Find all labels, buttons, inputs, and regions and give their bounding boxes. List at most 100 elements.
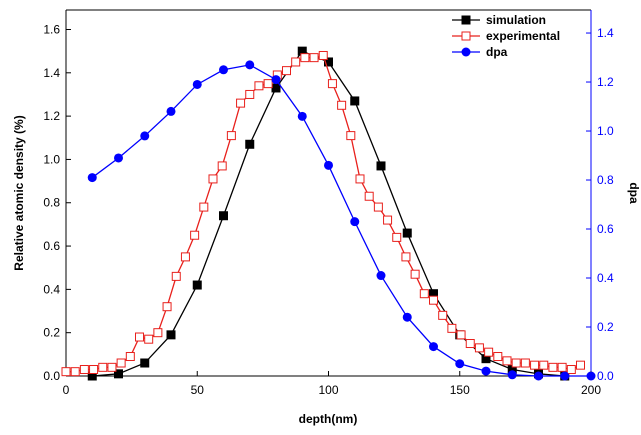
y2-tick-label: 0.6 <box>597 222 614 236</box>
data-point <box>219 65 228 75</box>
data-point <box>98 362 108 372</box>
y-tick-label: 1.2 <box>43 109 60 123</box>
data-point <box>324 57 333 67</box>
y2-axis-label: dpa <box>627 182 641 204</box>
y2-tick-label: 0.2 <box>597 320 614 334</box>
data-point <box>493 352 503 362</box>
data-point <box>410 269 420 279</box>
data-point <box>190 230 200 240</box>
data-point <box>166 330 176 340</box>
y-tick-label: 1.4 <box>43 66 60 80</box>
data-point <box>481 366 491 376</box>
legend-label: simulation <box>486 13 546 27</box>
data-point <box>87 173 97 183</box>
y-tick-label: 0.6 <box>43 239 60 253</box>
data-point <box>373 202 383 212</box>
y-tick-label: 1.6 <box>43 22 60 36</box>
legend-label: dpa <box>486 45 508 59</box>
data-point <box>376 271 386 281</box>
data-point <box>226 131 236 141</box>
data-point <box>79 365 89 375</box>
data-point <box>455 359 465 369</box>
x-tick-label: 0 <box>63 383 70 397</box>
data-point <box>254 81 264 91</box>
data-point <box>401 252 411 262</box>
data-point <box>125 352 135 362</box>
y-tick-label: 0.4 <box>43 282 60 296</box>
data-point <box>548 362 558 372</box>
y-axis-label: Relative atomic density (%) <box>12 115 26 270</box>
y-tick-label: 1.0 <box>43 152 60 166</box>
legend-marker <box>461 31 471 41</box>
data-point <box>180 252 190 262</box>
data-point <box>438 310 448 320</box>
data-point <box>392 232 402 242</box>
y2-tick-label: 0.4 <box>597 271 614 285</box>
data-point <box>586 371 596 381</box>
series-line <box>66 54 581 373</box>
data-point <box>166 106 176 116</box>
y2-tick-label: 1.2 <box>597 75 614 89</box>
data-point <box>429 342 438 352</box>
y2-tick-label: 1.0 <box>597 124 614 138</box>
x-axis-label: depth(nm) <box>299 412 358 426</box>
data-point <box>140 131 150 141</box>
data-point <box>144 334 154 344</box>
data-point <box>114 153 123 163</box>
data-point <box>484 347 494 357</box>
data-point <box>465 339 475 349</box>
data-point <box>376 161 386 171</box>
data-point <box>219 211 228 221</box>
data-point <box>350 217 360 227</box>
data-point <box>192 79 202 89</box>
series-line <box>92 50 565 377</box>
data-point <box>116 358 126 368</box>
data-point <box>474 343 484 353</box>
data-point <box>530 360 540 370</box>
data-point <box>114 369 123 379</box>
data-point <box>153 328 163 338</box>
data-point <box>337 100 347 110</box>
data-point <box>217 161 227 171</box>
data-point <box>346 131 356 141</box>
data-point <box>566 365 576 375</box>
data-point <box>309 53 319 63</box>
data-point <box>271 83 281 93</box>
data-point <box>456 330 466 340</box>
data-point <box>419 289 429 299</box>
data-point <box>291 57 301 67</box>
y2-tick-label: 0.8 <box>597 173 614 187</box>
data-point <box>282 66 291 76</box>
y2-tick-label: 0.0 <box>597 369 614 383</box>
data-point <box>324 160 333 170</box>
data-point <box>61 367 71 377</box>
data-point <box>140 358 150 368</box>
data-point <box>447 323 457 333</box>
data-point <box>402 312 412 322</box>
data-point <box>263 79 273 89</box>
data-point <box>557 362 567 372</box>
data-point <box>171 271 181 281</box>
data-point <box>364 191 374 201</box>
data-point <box>560 371 570 381</box>
data-point <box>402 228 412 238</box>
y-tick-label: 0.2 <box>43 326 60 340</box>
data-point <box>355 174 365 184</box>
data-point <box>350 96 360 106</box>
data-point <box>70 367 80 377</box>
data-point <box>576 360 585 370</box>
data-point <box>162 302 172 312</box>
data-point <box>429 295 438 305</box>
data-point <box>135 332 144 342</box>
data-point <box>511 358 521 368</box>
data-point <box>208 174 218 184</box>
x-tick-label: 150 <box>450 383 470 397</box>
x-tick-label: 100 <box>318 383 338 397</box>
x-tick-label: 50 <box>191 383 205 397</box>
data-point <box>502 356 512 366</box>
y-tick-label: 0.8 <box>43 196 60 210</box>
data-point <box>539 360 549 370</box>
y-tick-label: 0.0 <box>43 369 60 383</box>
legend-marker <box>461 47 471 57</box>
